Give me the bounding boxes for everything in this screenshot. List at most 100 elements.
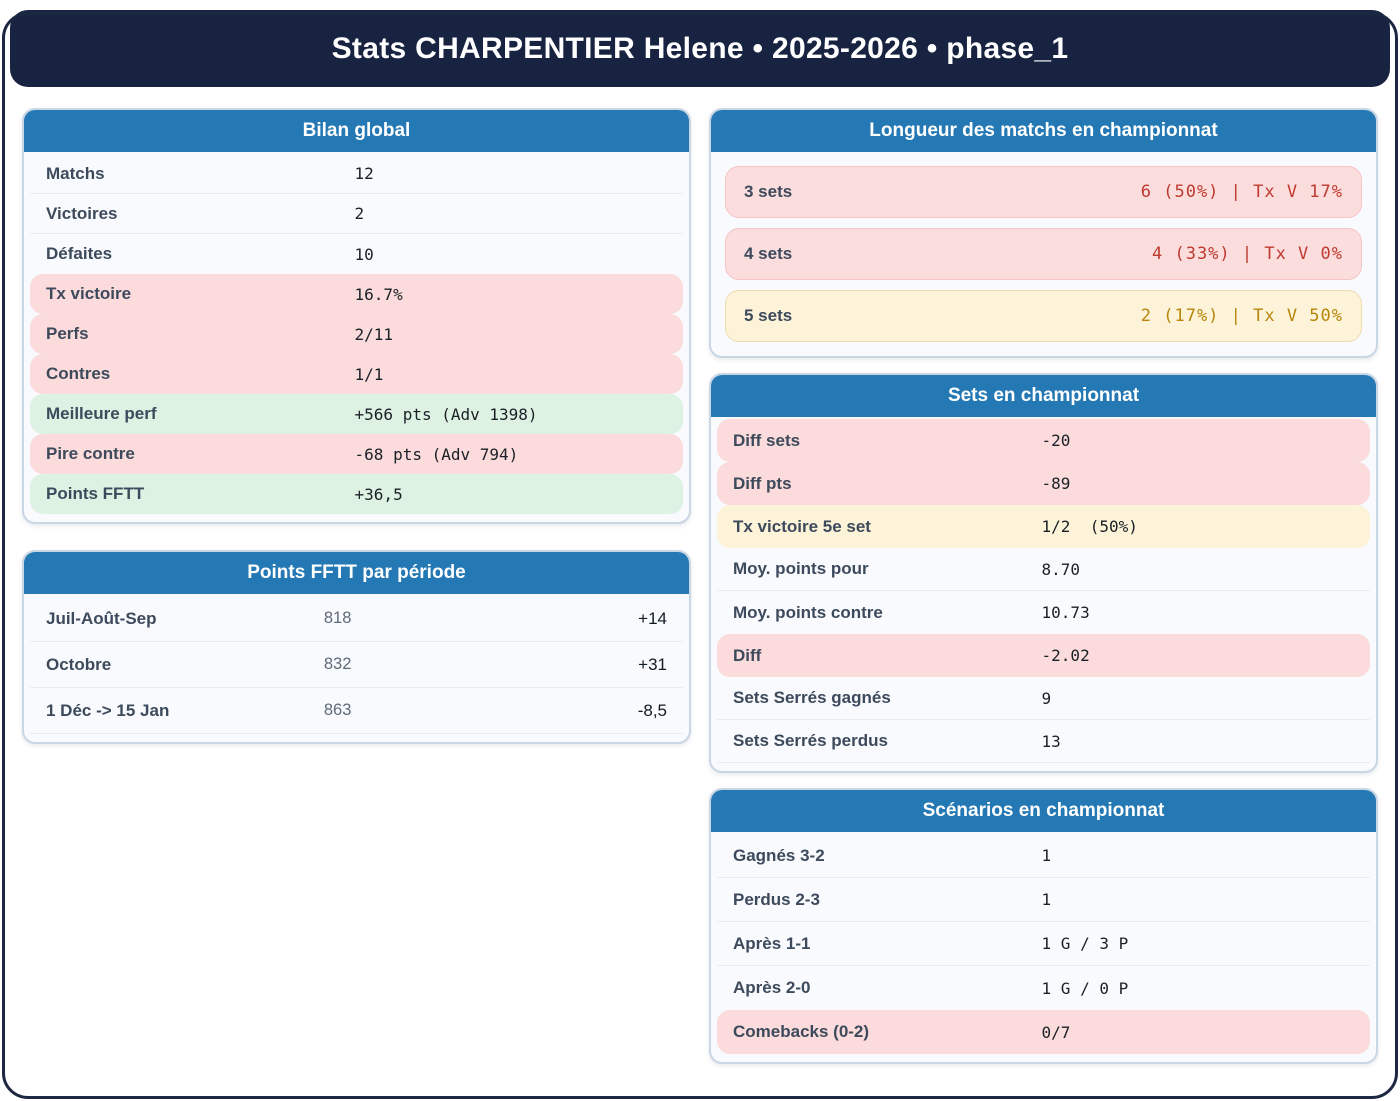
card-scenarios-championnat-header: Scénarios en championnat bbox=[711, 790, 1376, 832]
table-row: Tx victoire 16.7% bbox=[30, 274, 683, 314]
row-label: 4 sets bbox=[744, 244, 793, 263]
row-label: 5 sets bbox=[744, 306, 793, 325]
row-label: Meilleure perf bbox=[46, 404, 157, 423]
row-value: 0/7 bbox=[1041, 1022, 1071, 1042]
row-label: Victoires bbox=[46, 203, 118, 223]
row-label: Matchs bbox=[46, 163, 105, 183]
right-column: Longueur des matchs en championnat 3 set… bbox=[709, 108, 1378, 1064]
row-value: 2 (17%) | Tx V 50% bbox=[1140, 306, 1343, 326]
page-title: Stats CHARPENTIER Helene • 2025-2026 • p… bbox=[331, 31, 1069, 65]
card-title: Points FFTT par période bbox=[247, 562, 466, 583]
card-bilan-global-body: Matchs 12 Victoires 2 Défaites 10 Tx victoire 1… bbox=[24, 152, 689, 522]
row-label: Octobre bbox=[46, 654, 112, 674]
card-title: Longueur des matchs en championnat bbox=[869, 120, 1218, 141]
row-value: -89 bbox=[1041, 474, 1071, 493]
row-label: Diff sets bbox=[733, 430, 801, 450]
row-value: 9 bbox=[1041, 688, 1052, 708]
row-value: 1 G / 3 P bbox=[1041, 934, 1129, 953]
row-delta: +14 bbox=[638, 608, 667, 628]
row-value: 12 bbox=[354, 164, 374, 183]
table-row: 3 sets 6 (50%) | Tx V 17% bbox=[725, 166, 1362, 218]
row-delta: -8,5 bbox=[637, 700, 667, 720]
row-label: Moy. points contre bbox=[733, 602, 883, 622]
table-row: 4 sets 4 (33%) | Tx V 0% bbox=[725, 228, 1362, 280]
row-label: Juil-Août-Sep bbox=[46, 608, 157, 628]
row-label: 1 Déc -> 15 Jan bbox=[46, 700, 170, 720]
table-row: Perdus 2-3 1 bbox=[717, 878, 1370, 922]
table-row: Diff sets -20 bbox=[717, 419, 1370, 462]
row-value: 1/2 (50%) bbox=[1041, 517, 1138, 536]
card-longueur-matchs: Longueur des matchs en championnat 3 set… bbox=[709, 108, 1378, 358]
table-row: Défaites 10 bbox=[30, 234, 683, 274]
row-value: -2.02 bbox=[1041, 646, 1090, 665]
row-value: 4 (33%) | Tx V 0% bbox=[1152, 244, 1343, 264]
row-value: 2/11 bbox=[354, 324, 394, 344]
row-value: 10 bbox=[354, 244, 374, 264]
card-title: Scénarios en championnat bbox=[922, 800, 1165, 821]
table-row: Diff -2.02 bbox=[717, 634, 1370, 677]
row-value: 1 bbox=[1041, 846, 1052, 865]
card-points-fftt-periode-body: Juil-Août-Sep 818 +14 Octobre 832 +31 1 Déc ->… bbox=[24, 594, 689, 742]
row-value: 8.70 bbox=[1041, 559, 1081, 579]
row-value: 1 G / 0 P bbox=[1041, 978, 1129, 998]
row-label: Comebacks (0-2) bbox=[733, 1022, 870, 1041]
table-row: Perfs 2/11 bbox=[30, 314, 683, 354]
card-title: Bilan global bbox=[302, 120, 411, 141]
row-delta: +31 bbox=[638, 654, 667, 674]
row-points: 863 bbox=[323, 701, 352, 719]
card-points-fftt-periode: Points FFTT par période Juil-Août-Sep 818… bbox=[22, 550, 691, 744]
table-row: 5 sets 2 (17%) | Tx V 50% bbox=[725, 290, 1362, 342]
row-points: 832 bbox=[323, 655, 352, 673]
table-row: Sets Serrés gagnés 9 bbox=[717, 677, 1370, 720]
row-label: Tx victoire 5e set bbox=[733, 516, 871, 536]
row-value: 2 bbox=[354, 204, 365, 223]
card-scenarios-championnat-body: Gagnés 3-2 1 Perdus 2-3 1 Après 1-1 1 G / 3 P… bbox=[711, 832, 1376, 1062]
row-value: 1/1 bbox=[354, 364, 384, 384]
table-row: Points FFTT +36,5 bbox=[30, 474, 683, 514]
row-label: Sets Serrés gagnés bbox=[733, 688, 891, 707]
row-points: 818 bbox=[323, 609, 352, 627]
row-value: -20 bbox=[1041, 431, 1071, 450]
row-label: Pire contre bbox=[46, 444, 135, 463]
table-row: Après 1-1 1 G / 3 P bbox=[717, 922, 1370, 966]
row-label: Défaites bbox=[46, 244, 113, 263]
table-row: Contres 1/1 bbox=[30, 354, 683, 394]
left-column: Bilan global Matchs 12 Victoires 2 Défaites 1… bbox=[22, 108, 691, 1064]
row-label: Diff bbox=[733, 645, 762, 665]
card-bilan-global: Bilan global Matchs 12 Victoires 2 Défaites 1… bbox=[22, 108, 691, 524]
table-row: Meilleure perf +566 pts (Adv 1398) bbox=[30, 394, 683, 434]
table-row: Tx victoire 5e set 1/2 (50%) bbox=[717, 505, 1370, 548]
content: Bilan global Matchs 12 Victoires 2 Défaites 1… bbox=[0, 87, 1400, 1064]
table-row: Juil-Août-Sep 818 +14 bbox=[30, 596, 683, 642]
card-longueur-matchs-body: 3 sets 6 (50%) | Tx V 17% 4 sets 4 (33%) | … bbox=[711, 152, 1376, 356]
row-label: Tx victoire bbox=[46, 284, 132, 303]
row-label: Après 1-1 bbox=[733, 933, 811, 953]
app-header: Stats CHARPENTIER Helene • 2025-2026 • p… bbox=[10, 10, 1390, 87]
table-row: Diff pts -89 bbox=[717, 462, 1370, 505]
table-row: Matchs 12 bbox=[30, 154, 683, 194]
card-sets-championnat-body: Diff sets -20 Diff pts -89 Tx victoire 5e se… bbox=[711, 417, 1376, 771]
card-sets-championnat: Sets en championnat Diff sets -20 Diff pts… bbox=[709, 373, 1378, 773]
row-value: 10.73 bbox=[1041, 603, 1090, 622]
table-row: Moy. points contre 10.73 bbox=[717, 591, 1370, 634]
row-label: Sets Serrés perdus bbox=[733, 731, 888, 750]
row-value: 1 bbox=[1041, 890, 1052, 909]
table-row: Victoires 2 bbox=[30, 194, 683, 234]
table-row: Octobre 832 +31 bbox=[30, 642, 683, 688]
row-label: Points FFTT bbox=[46, 484, 145, 503]
table-row: Moy. points pour 8.70 bbox=[717, 548, 1370, 591]
row-value: 13 bbox=[1041, 731, 1061, 751]
row-value: +36,5 bbox=[354, 484, 403, 504]
row-label: 3 sets bbox=[744, 182, 793, 201]
row-label: Contres bbox=[46, 364, 111, 383]
table-row: Comebacks (0-2) 0/7 bbox=[717, 1010, 1370, 1054]
card-sets-championnat-header: Sets en championnat bbox=[711, 375, 1376, 417]
card-bilan-global-header: Bilan global bbox=[24, 110, 689, 152]
table-row: 1 Déc -> 15 Jan 863 -8,5 bbox=[30, 688, 683, 734]
row-value: 16.7% bbox=[354, 284, 403, 304]
row-label: Gagnés 3-2 bbox=[733, 845, 825, 865]
row-label: Moy. points pour bbox=[733, 559, 869, 578]
row-label: Perfs bbox=[46, 324, 89, 343]
table-row: Gagnés 3-2 1 bbox=[717, 834, 1370, 878]
card-scenarios-championnat: Scénarios en championnat Gagnés 3-2 1 Perd… bbox=[709, 788, 1378, 1064]
